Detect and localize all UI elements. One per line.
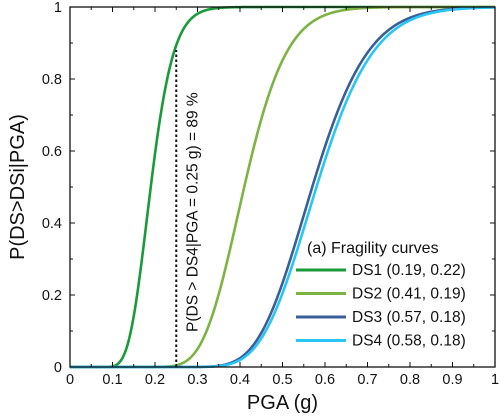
x-tick-label: 0 [66,372,74,388]
annotation-label: P(DS > DS4|PGA = 0.25 g) = 89 % [184,92,201,332]
x-tick-label: 0.6 [315,372,335,388]
y-tick-label: 0 [54,360,62,376]
legend-title: (a) Fragility curves [307,240,439,257]
y-tick-label: 0.2 [42,288,62,304]
x-tick-label: 1 [491,372,499,388]
x-tick-label: 0.5 [272,372,292,388]
axis-tick-labels: 0 0.1 0.2 0.3 0.4 0.5 0.6 0.7 0.8 0.9 1 0 0.2 0.4 0.6 0… [42,0,499,388]
legend-label-3: DS3 (0.57, 0.18) [352,309,466,326]
x-tick-label: 0.3 [187,372,207,388]
axis-ticks [69,6,496,368]
y-tick-label: 0.4 [42,216,62,232]
x-tick-label: 0.2 [145,372,165,388]
x-tick-label: 0.1 [102,372,122,388]
legend: (a) Fragility curves DS1 (0.19, 0.22) DS2… [296,240,466,350]
x-tick-label: 0.4 [230,372,250,388]
x-tick-label: 0.7 [357,372,377,388]
y-tick-label: 0.6 [42,144,62,160]
y-axis-title: P(DS>DSi|PGA) [7,114,29,260]
x-tick-label: 0.8 [400,372,420,388]
y-tick-label: 0.8 [42,72,62,88]
x-tick-label: 0.9 [442,372,462,388]
legend-label-1: DS1 (0.19, 0.22) [352,262,466,279]
legend-label-4: DS4 (0.58, 0.18) [352,333,466,350]
x-axis-title: PGA (g) [247,392,318,414]
y-tick-label: 1 [54,0,62,16]
legend-label-2: DS2 (0.41, 0.19) [352,286,466,303]
